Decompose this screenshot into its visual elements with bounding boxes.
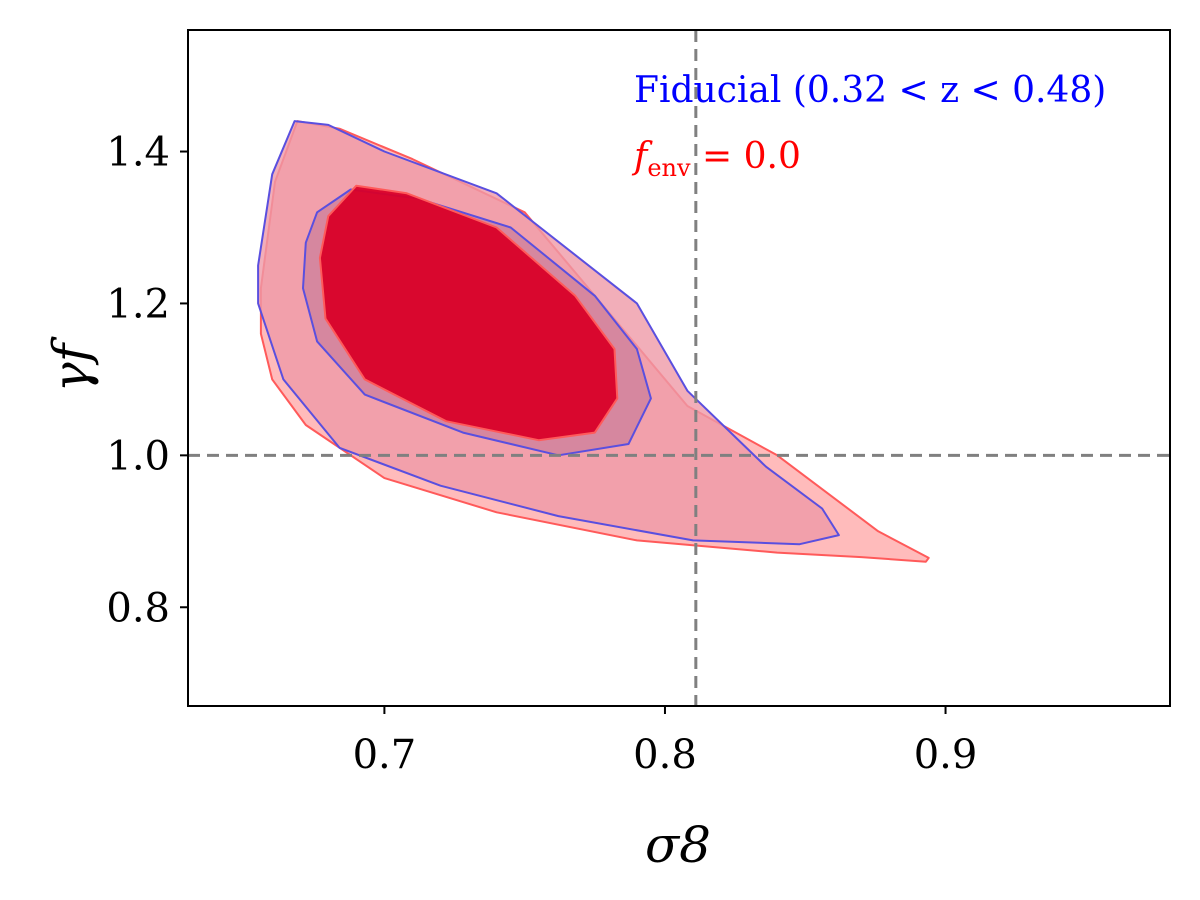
x-tick-label: 0.8 <box>633 732 697 778</box>
x-axis-label: σ8 <box>645 816 711 874</box>
contour-layer <box>257 120 930 563</box>
x-tick-label: 0.9 <box>914 732 978 778</box>
plot-frame <box>187 29 1171 707</box>
axis-ticks: 0.7 0.8 0.9 0.8 1.0 1.2 1.4 <box>106 130 977 778</box>
y-tick-label: 1.2 <box>106 281 170 327</box>
contour-series2-68pct <box>318 184 619 442</box>
legend: Fiducial (0.32 < z < 0.48) fenv = 0.0 <box>631 70 1106 182</box>
legend-entry-fiducial: Fiducial (0.32 < z < 0.48) <box>634 70 1106 111</box>
y-tick-label: 1.0 <box>106 433 170 479</box>
x-tick-label: 0.7 <box>353 732 417 778</box>
reference-lines <box>188 30 1170 706</box>
y-tick-label: 1.4 <box>106 130 170 176</box>
legend-entry-fenv: fenv = 0.0 <box>631 136 801 182</box>
y-tick-label: 0.8 <box>106 585 170 631</box>
y-axis-label: γf <box>42 336 100 392</box>
